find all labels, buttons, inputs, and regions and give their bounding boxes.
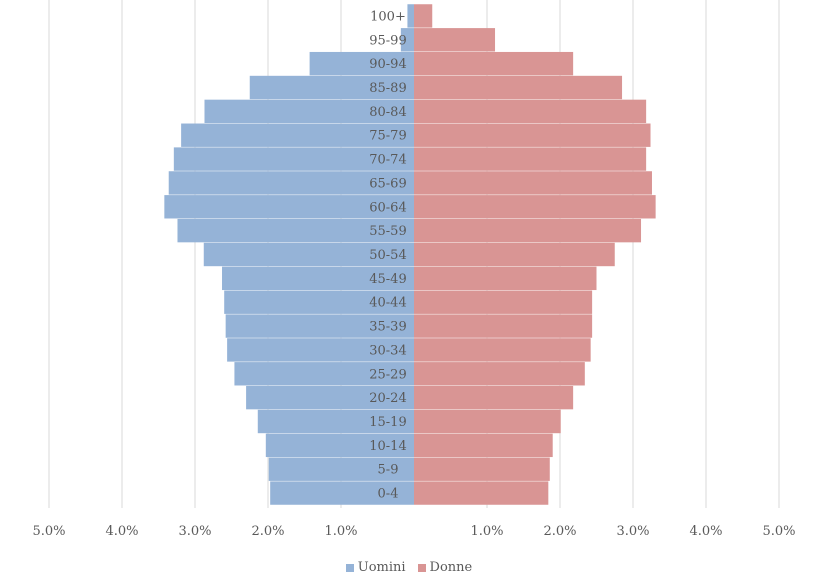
category-label: 40-44 <box>369 296 406 311</box>
bars <box>164 4 656 505</box>
bar-donne-10-14 <box>414 433 553 458</box>
bar-uomini-75-79 <box>181 123 414 147</box>
bar-uomini-20-24 <box>246 385 414 410</box>
bar-donne-60-64 <box>414 195 656 219</box>
bar-uomini-10-14 <box>265 433 414 458</box>
category-label: 90-94 <box>369 57 406 72</box>
x-tick-label: 3.0% <box>178 524 211 539</box>
bar-donne-50-54 <box>414 242 615 267</box>
bar-uomini-55-59 <box>177 218 414 243</box>
category-label: 25-29 <box>369 367 406 382</box>
category-labels: 0-4 5-9 10-14 15-19 20-24 25-29 30-34 35-39 40-4… <box>369 9 406 501</box>
category-label: 60-64 <box>369 200 406 215</box>
x-axis-ticks: 5.0% 4.0% 3.0% 2.0% 1.0% 1.0% 2.0% 3.0% 4.0% 5.0% <box>32 524 795 539</box>
bar-uomini-95-99 <box>400 28 414 52</box>
bar-donne-15-19 <box>414 409 561 434</box>
category-label: 65-69 <box>369 176 406 191</box>
legend: Uomini Donne <box>0 560 818 575</box>
bar-uomini-5-9 <box>268 457 414 481</box>
bar-donne-85-89 <box>414 75 623 100</box>
x-tick-label: 4.0% <box>689 524 722 539</box>
bar-donne-100+ <box>414 4 433 28</box>
category-label: 100+ <box>370 9 406 24</box>
category-label: 10-14 <box>369 439 406 454</box>
bar-uomini-100+ <box>407 4 414 28</box>
category-label: 5-9 <box>378 463 399 478</box>
x-tick-label: 4.0% <box>105 524 138 539</box>
bar-donne-20-24 <box>414 385 574 410</box>
bar-uomini-85-89 <box>249 75 414 100</box>
legend-item-uomini: Uomini <box>345 560 406 575</box>
category-label: 50-54 <box>369 248 406 263</box>
x-tick-label: 2.0% <box>251 524 284 539</box>
x-tick-label: 5.0% <box>762 524 795 539</box>
category-label: 95-99 <box>369 33 406 48</box>
bar-donne-25-29 <box>414 362 585 386</box>
bar-uomini-35-39 <box>225 314 414 338</box>
bar-uomini-80-84 <box>204 99 414 124</box>
bar-uomini-65-69 <box>168 171 414 195</box>
bar-donne-5-9 <box>414 457 550 481</box>
population-pyramid-chart: 0-4 5-9 10-14 15-19 20-24 25-29 30-34 35-39 40-4… <box>32 0 796 539</box>
legend-swatch-uomini <box>345 563 354 572</box>
bar-uomini-50-54 <box>203 242 414 267</box>
category-label: 85-89 <box>369 81 406 96</box>
legend-label-donne: Donne <box>429 560 473 575</box>
bar-donne-70-74 <box>414 147 647 171</box>
bar-uomini-15-19 <box>257 409 414 434</box>
category-label: 70-74 <box>369 153 406 168</box>
bar-donne-35-39 <box>414 314 593 338</box>
bar-donne-80-84 <box>414 99 647 124</box>
bar-uomini-0-4 <box>270 481 414 505</box>
legend-label-uomini: Uomini <box>357 560 406 575</box>
category-label: 45-49 <box>369 272 406 287</box>
category-label: 30-34 <box>369 343 406 358</box>
x-tick-label: 1.0% <box>324 524 357 539</box>
category-label: 20-24 <box>369 391 406 406</box>
x-tick-label: 1.0% <box>470 524 503 539</box>
bar-donne-45-49 <box>414 266 597 291</box>
bar-uomini-30-34 <box>227 338 414 362</box>
category-label: 15-19 <box>369 415 406 430</box>
bar-uomini-60-64 <box>164 195 414 219</box>
bar-uomini-25-29 <box>234 362 414 386</box>
bar-uomini-40-44 <box>224 290 414 314</box>
category-label: 75-79 <box>369 129 406 144</box>
legend-swatch-donne <box>417 563 426 572</box>
category-label: 55-59 <box>369 224 406 239</box>
legend-item-donne: Donne <box>417 560 473 575</box>
x-tick-label: 2.0% <box>543 524 576 539</box>
category-label: 80-84 <box>369 105 406 120</box>
category-label: 0-4 <box>378 487 399 502</box>
bar-donne-0-4 <box>414 481 549 505</box>
x-tick-label: 3.0% <box>616 524 649 539</box>
bar-donne-55-59 <box>414 218 642 243</box>
bar-uomini-70-74 <box>173 147 414 171</box>
bar-donne-90-94 <box>414 51 574 76</box>
bar-donne-75-79 <box>414 123 651 147</box>
category-label: 35-39 <box>369 320 406 335</box>
bar-uomini-45-49 <box>222 266 414 291</box>
bar-donne-30-34 <box>414 338 591 362</box>
bar-donne-65-69 <box>414 171 652 195</box>
bar-donne-40-44 <box>414 290 593 314</box>
bar-donne-95-99 <box>414 28 496 52</box>
x-tick-label: 5.0% <box>32 524 65 539</box>
bar-uomini-90-94 <box>309 51 414 76</box>
